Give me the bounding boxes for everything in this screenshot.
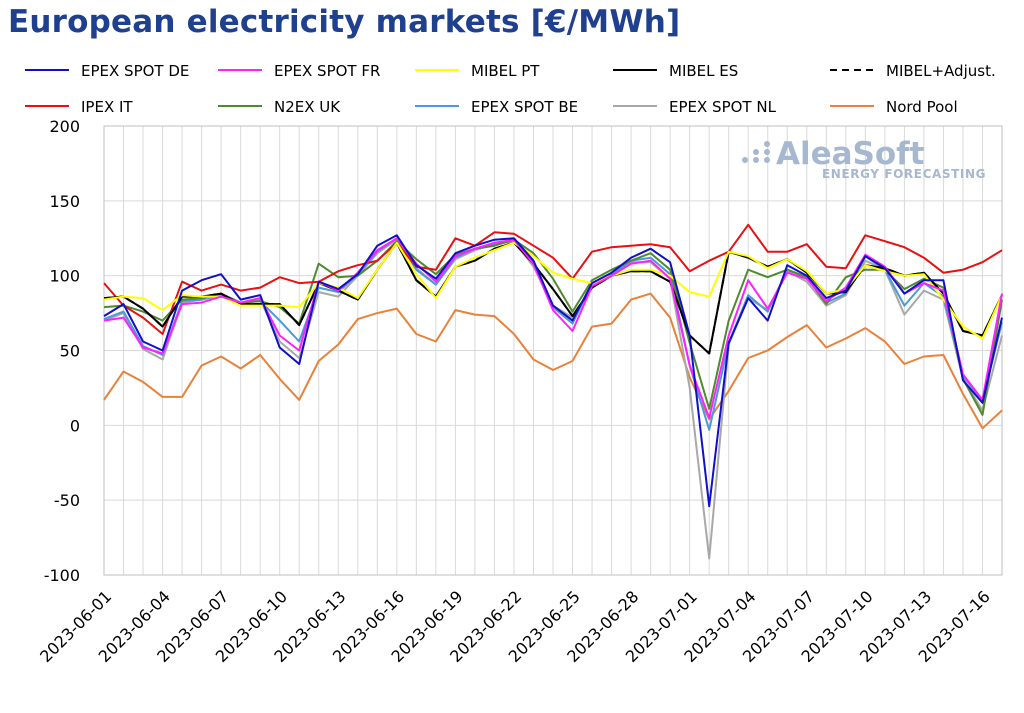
legend-label: EPEX SPOT FR bbox=[274, 62, 380, 80]
plot-area-border bbox=[103, 125, 1003, 576]
series-line-mibel-es bbox=[103, 241, 1003, 355]
legend-item-epex-spot-de: EPEX SPOT DE bbox=[25, 62, 189, 80]
y-tick-label: 200 bbox=[49, 117, 80, 136]
logo-dots-icon bbox=[742, 141, 770, 163]
aleasoft-logo: AleaSoft ENERGY FORECASTING bbox=[742, 136, 986, 181]
logo-wordmark: AleaSoft bbox=[776, 136, 925, 172]
legend-item-n2ex-uk: N2EX UK bbox=[218, 98, 341, 116]
legend-item-ipex-it: IPEX IT bbox=[25, 98, 133, 116]
legend: EPEX SPOT DE EPEX SPOT FR MIBEL PT MIBEL ES… bbox=[25, 62, 996, 116]
series-line-epex-spot-fr bbox=[103, 237, 1003, 419]
logo-tagline: ENERGY FORECASTING bbox=[822, 167, 986, 181]
legend-label: EPEX SPOT BE bbox=[471, 98, 578, 116]
legend-item-mibel-es: MIBEL ES bbox=[613, 62, 738, 80]
legend-label: MIBEL+Adjust. bbox=[886, 62, 996, 80]
legend-item-epex-spot-be: EPEX SPOT BE bbox=[415, 98, 578, 116]
legend-label: IPEX IT bbox=[81, 98, 133, 116]
legend-item-mibel-pt: MIBEL PT bbox=[415, 62, 540, 80]
legend-item-nord-pool: Nord Pool bbox=[830, 98, 958, 116]
y-tick-label: 0 bbox=[70, 416, 80, 435]
series-line-ipex-it bbox=[103, 223, 1003, 335]
legend-label: EPEX SPOT NL bbox=[669, 98, 777, 116]
y-tick-label: 100 bbox=[49, 267, 80, 286]
x-axis: 2023-06-012023-06-042023-06-072023-06-10… bbox=[36, 587, 994, 666]
series-line-epex-spot-de bbox=[103, 234, 1003, 508]
series-lines bbox=[103, 223, 1003, 560]
legend-item-epex-spot-fr: EPEX SPOT FR bbox=[218, 62, 380, 80]
grid bbox=[103, 125, 1003, 576]
chart-title: European electricity markets [€/MWh] bbox=[8, 4, 681, 40]
legend-label: MIBEL PT bbox=[471, 62, 540, 80]
legend-label: N2EX UK bbox=[274, 98, 341, 116]
legend-label: MIBEL ES bbox=[669, 62, 738, 80]
y-tick-label: -50 bbox=[54, 491, 80, 510]
legend-label: EPEX SPOT DE bbox=[81, 62, 189, 80]
series-line-nord-pool bbox=[103, 292, 1003, 430]
y-tick-label: -100 bbox=[44, 566, 80, 585]
y-tick-label: 150 bbox=[49, 192, 80, 211]
legend-label: Nord Pool bbox=[886, 98, 958, 116]
legend-item-epex-spot-nl: EPEX SPOT NL bbox=[613, 98, 777, 116]
legend-item-mibel-adjust: MIBEL+Adjust. bbox=[830, 62, 996, 80]
y-axis: 200 150 100 50 0 -50 -100 bbox=[44, 117, 80, 585]
y-tick-label: 50 bbox=[60, 342, 80, 361]
